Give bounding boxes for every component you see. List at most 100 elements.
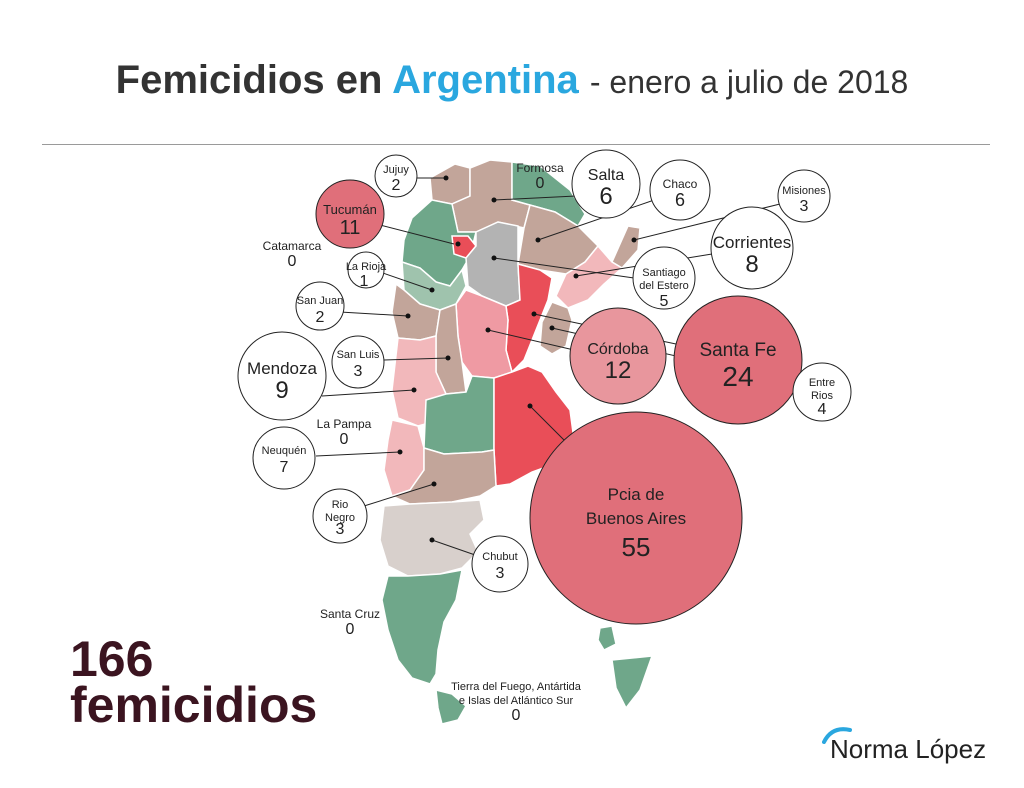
dot-buenos-aires [527, 403, 533, 409]
count-bubbles [237, 149, 852, 625]
leader-salta [493, 195, 577, 201]
label-santa-cruz: Santa Cruz [320, 607, 380, 621]
bubble-neuquen [252, 426, 316, 490]
count-misiones: 3 [800, 198, 809, 215]
dot-mendoza [411, 387, 417, 393]
bubble-santiago [632, 246, 696, 310]
bubble-chaco [649, 159, 711, 221]
label-tucuman: Tucumán [323, 202, 377, 217]
dot-chaco [535, 237, 541, 243]
count-chubut: 3 [496, 565, 505, 582]
count-la-rioja: 1 [360, 273, 369, 290]
label-catamarca: Catamarca [263, 239, 322, 253]
count-san-juan: 2 [316, 309, 325, 326]
bubble-santa-fe [673, 295, 803, 425]
count-santa-cruz: 0 [346, 621, 355, 638]
label-la-pampa: La Pampa [317, 417, 372, 431]
label-misiones: Misiones [782, 185, 826, 197]
dot-salta [491, 197, 497, 203]
leader-santiago [493, 257, 635, 279]
label-tierra-del-fuego: Tierra del Fuego, Antártida e Islas del A… [451, 681, 582, 707]
label-cordoba: Córdoba [587, 341, 648, 358]
count-salta: 6 [599, 183, 612, 210]
count-santa-fe: 24 [722, 361, 753, 392]
leader-rio-negro [363, 483, 435, 507]
leader-mendoza [321, 389, 415, 397]
province-shapes [379, 159, 654, 725]
leader-la-rioja [379, 271, 433, 291]
dot-chubut [429, 537, 435, 543]
label-santiago: Santiago del Estero [639, 267, 689, 292]
dot-san-luis [445, 355, 451, 361]
bubble-corrientes [710, 206, 794, 290]
label-san-juan: San Juan [297, 295, 343, 307]
logo-arc-icon [822, 727, 852, 744]
bubble-san-luis [331, 335, 385, 389]
province-labels: Jujuy 2 Formosa 0 Salta 6 Chaco 6 Mision… [247, 161, 835, 724]
title-divider [42, 144, 990, 145]
count-entre-rios: 4 [818, 401, 827, 418]
leader-chubut [431, 539, 479, 557]
label-santa-fe: Santa Fe [699, 340, 776, 361]
count-buenos-aires: 55 [622, 532, 651, 562]
count-catamarca: 0 [288, 253, 297, 270]
count-la-pampa: 0 [340, 431, 349, 448]
logo-text: Norma López [830, 734, 987, 764]
count-san-luis: 3 [354, 363, 363, 380]
count-mendoza: 9 [275, 377, 288, 404]
count-cordoba: 12 [605, 357, 632, 384]
total-label: femicidios [70, 677, 318, 733]
label-salta: Salta [588, 167, 625, 184]
label-neuquen: Neuquén [262, 445, 307, 457]
dot-tucuman [455, 241, 461, 247]
islands-malvinas [597, 625, 617, 651]
leader-san-juan [339, 311, 409, 317]
province-santa-fe [505, 263, 553, 374]
label-chubut: Chubut [482, 551, 517, 563]
bubble-salta [571, 149, 641, 219]
count-santiago: 5 [660, 293, 669, 310]
leader-cordoba [487, 329, 575, 351]
bubble-jujuy [374, 154, 418, 198]
page-title: Femicidios en Argentina - enero a julio … [0, 58, 1024, 103]
dot-jujuy [443, 175, 449, 181]
count-corrientes: 8 [745, 251, 758, 278]
dot-santiago [491, 255, 497, 261]
anchor-dots [397, 175, 637, 543]
dot-santa-fe [531, 311, 537, 317]
bubble-san-juan [295, 281, 345, 331]
label-formosa: Formosa [516, 161, 564, 175]
label-jujuy: Jujuy [383, 164, 409, 176]
leader-tucuman [375, 223, 455, 245]
dot-la-rioja [429, 287, 435, 293]
title-part-1: Femicidios en [115, 58, 383, 102]
leader-san-luis [383, 357, 449, 361]
total-femicides: 166 femicidios [70, 634, 318, 733]
bubble-rio-negro [312, 488, 368, 544]
province-entre-rios [539, 301, 573, 355]
label-buenos-aires: Pcia de Buenos Aires [586, 485, 686, 528]
leader-neuquen [315, 451, 401, 457]
count-tucuman: 11 [340, 217, 361, 239]
bubble-entre-rios [792, 362, 852, 422]
province-misiones [611, 225, 641, 269]
count-rio-negro: 3 [336, 521, 345, 538]
dot-neuquen [397, 449, 403, 455]
bubble-tucuman [315, 179, 385, 249]
label-mendoza: Mendoza [247, 359, 317, 378]
leader-buenos-aires [529, 405, 571, 447]
label-chaco: Chaco [663, 177, 698, 191]
label-entre-rios: Entre Rios [809, 377, 835, 402]
count-tierra-del-fuego: 0 [512, 707, 521, 724]
title-part-2: - enero a julio de 2018 [589, 64, 909, 100]
bubble-la-rioja [347, 251, 385, 289]
bubble-cordoba [569, 307, 667, 405]
label-san-luis: San Luis [337, 349, 380, 361]
count-formosa: 0 [536, 175, 545, 192]
province-corrientes [555, 244, 624, 309]
province-santa-cruz [381, 569, 463, 685]
dot-rio-negro [431, 481, 437, 487]
count-jujuy: 2 [392, 177, 401, 194]
